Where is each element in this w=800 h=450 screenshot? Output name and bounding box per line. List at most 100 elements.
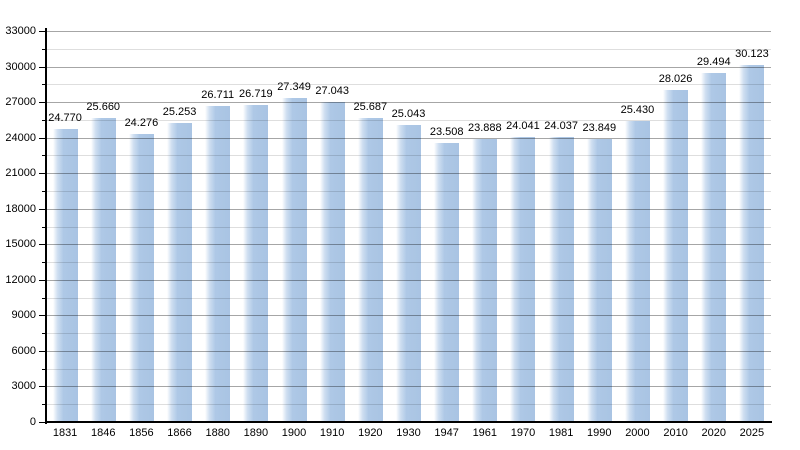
major-gridline: [46, 173, 771, 175]
bar-value-label: 24.276: [124, 117, 159, 130]
bar-value-label: 24.770: [48, 111, 82, 124]
x-tick-label-1981: 1981: [548, 427, 574, 439]
x-tick-label-1947: 1947: [434, 427, 459, 439]
y-major-tick: [39, 66, 46, 68]
y-tick-label-18000: 18000: [5, 202, 36, 215]
y-major-tick: [39, 350, 46, 352]
bar-1970: [510, 137, 536, 422]
y-major-tick: [39, 102, 46, 104]
y-major-tick: [39, 386, 46, 388]
minor-gridline: [46, 84, 771, 86]
x-tick-label-2020: 2020: [701, 427, 726, 439]
y-tick-label-12000: 12000: [5, 273, 36, 286]
major-gridline: [46, 315, 771, 317]
y-major-tick: [39, 173, 46, 175]
bar-value-label: 24.041: [506, 120, 540, 133]
x-tick-label-1890: 1890: [243, 427, 269, 439]
bar-value-label: 23.508: [429, 126, 464, 139]
x-tick-label-2000: 2000: [625, 427, 650, 439]
major-gridline: [46, 386, 771, 388]
bar-value-label: 29.494: [696, 55, 731, 68]
major-gridline: [46, 66, 771, 68]
y-major-tick: [39, 31, 46, 32]
y-tick-label-27000: 27000: [5, 96, 36, 109]
y-tick-label-33000: 33000: [5, 25, 36, 37]
x-tick-label-1920: 1920: [358, 427, 383, 439]
y-minor-tick: [42, 155, 46, 157]
bar-value-label: 27.349: [277, 80, 311, 93]
x-tick-label-1831: 1831: [52, 427, 78, 439]
bar-1910: [319, 101, 345, 422]
minor-gridline: [46, 333, 771, 335]
bar-1831: [52, 128, 78, 422]
x-tick-label-1990: 1990: [587, 427, 612, 439]
x-tick-label-1910: 1910: [319, 427, 345, 439]
y-major-tick: [39, 244, 46, 246]
x-tick-label-1880: 1880: [205, 427, 230, 439]
y-major-tick: [39, 208, 46, 210]
y-minor-tick: [42, 368, 46, 370]
y-major-tick: [39, 279, 46, 281]
bar-1930: [396, 125, 421, 422]
major-gridline: [46, 102, 771, 104]
x-tick-label-1900: 1900: [281, 427, 307, 439]
minor-gridline: [46, 262, 771, 264]
major-gridline: [46, 244, 771, 246]
minor-gridline: [46, 48, 771, 50]
minor-gridline: [46, 155, 771, 157]
bar-1990: [586, 139, 612, 422]
bar-value-label: 25.687: [353, 100, 388, 113]
bar-2010: [663, 89, 689, 422]
bar-value-label: 30.123: [735, 48, 769, 61]
minor-gridline: [46, 226, 771, 228]
bar-1880: [205, 105, 231, 422]
x-tick-label-1930: 1930: [396, 427, 421, 439]
x-tick-label-1970: 1970: [510, 427, 536, 439]
y-tick-label-6000: 6000: [11, 344, 36, 357]
minor-gridline: [46, 119, 771, 121]
major-gridline: [46, 208, 771, 210]
minor-gridline: [46, 190, 771, 192]
bar-1961: [472, 138, 498, 422]
y-minor-tick: [42, 404, 46, 406]
y-major-tick: [39, 315, 46, 317]
bar-value-label: 25.043: [391, 108, 426, 121]
bar-value-label: 25.660: [86, 100, 121, 113]
y-minor-tick: [42, 297, 46, 299]
bar-1856: [128, 134, 154, 422]
y-tick-label-30000: 30000: [5, 60, 36, 73]
y-tick-label-9000: 9000: [11, 309, 36, 322]
y-minor-tick: [42, 48, 46, 50]
minor-gridline: [46, 297, 771, 299]
bar-value-label: 25.253: [162, 105, 197, 118]
bar-1846: [90, 117, 116, 422]
y-tick-label-15000: 15000: [5, 238, 36, 251]
y-major-tick: [39, 422, 46, 423]
bar-1947: [434, 143, 460, 422]
bar-value-label: 25.430: [620, 103, 655, 116]
bar-value-label: 27.043: [315, 84, 349, 97]
y-minor-tick: [42, 119, 46, 121]
bar-2000: [624, 120, 650, 422]
bar-value-label: 24.037: [544, 120, 578, 133]
y-minor-tick: [42, 333, 46, 335]
y-minor-tick: [42, 262, 46, 264]
bar-1866: [167, 122, 193, 422]
bar-2020: [701, 72, 727, 422]
bar-1981: [548, 137, 574, 422]
minor-gridline: [46, 404, 771, 406]
y-minor-tick: [42, 84, 46, 86]
x-tick-label-1866: 1866: [167, 427, 192, 439]
y-tick-label-0: 0: [29, 416, 36, 428]
y-tick-label-21000: 21000: [5, 167, 36, 180]
minor-gridline: [46, 368, 771, 370]
y-tick-label-24000: 24000: [5, 131, 36, 144]
x-tick-label-2025: 2025: [739, 427, 765, 439]
bar-value-label: 28.026: [658, 72, 693, 85]
y-axis-line: [45, 28, 47, 424]
x-tick-label-2010: 2010: [663, 427, 688, 439]
bar-value-label: 26.719: [239, 88, 273, 101]
major-gridline: [46, 31, 771, 32]
x-tick-label-1856: 1856: [129, 427, 154, 439]
